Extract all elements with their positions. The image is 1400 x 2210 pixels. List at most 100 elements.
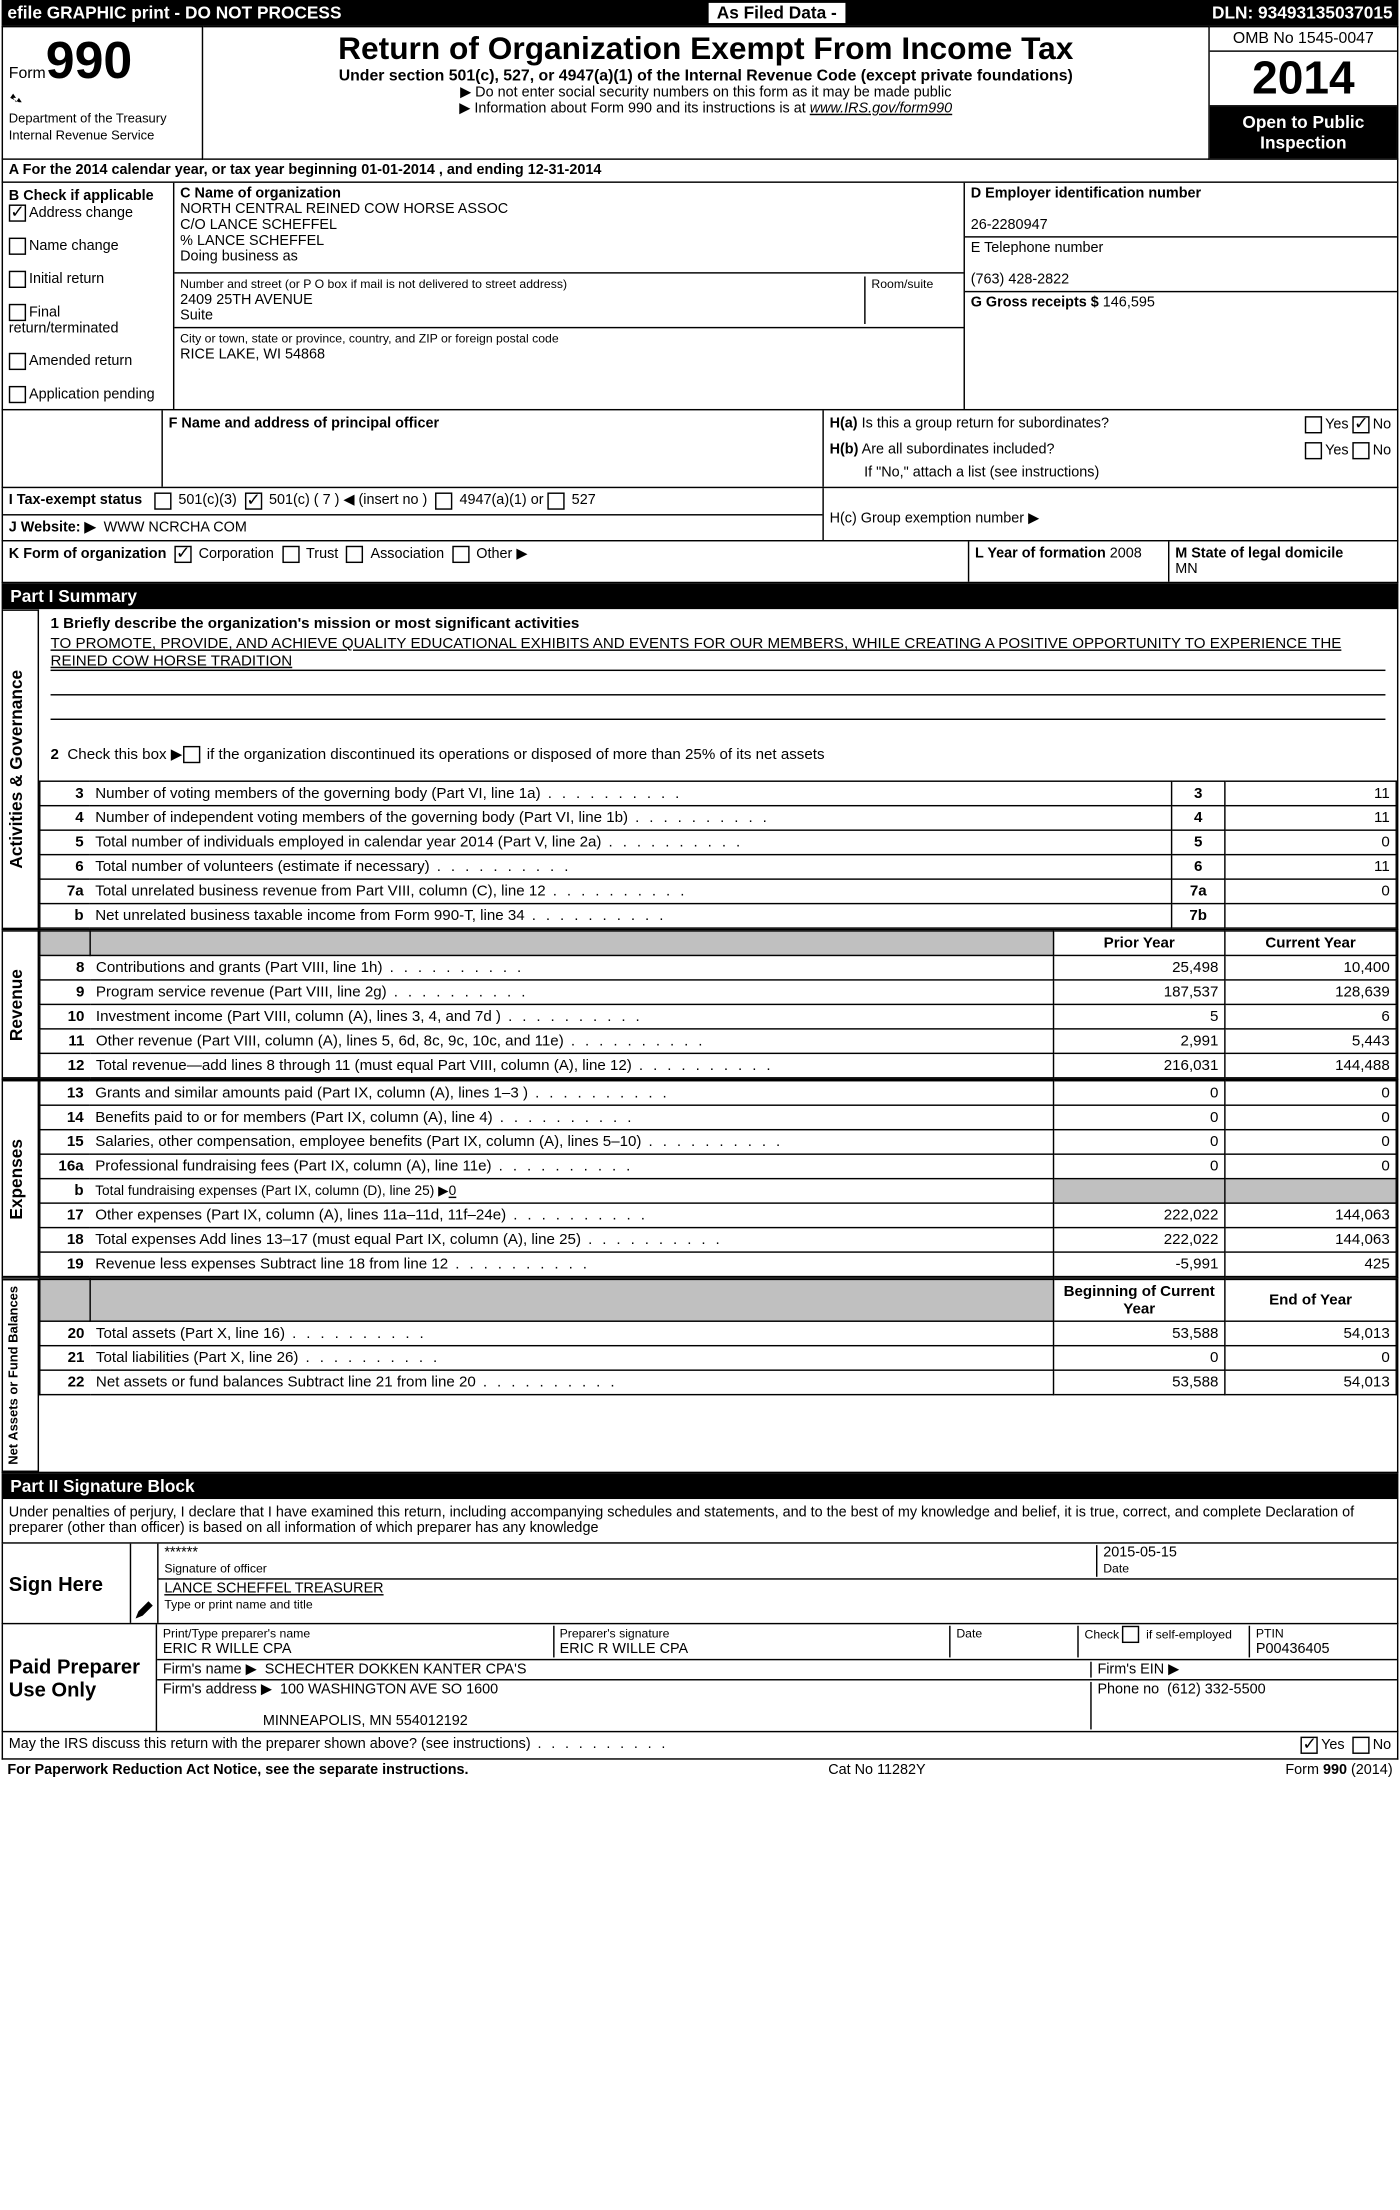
checkbox-ha-no[interactable] <box>1353 416 1370 433</box>
line-num: 11 <box>40 1029 90 1053</box>
top-strip-left: efile GRAPHIC print - DO NOT PROCESS <box>7 3 341 23</box>
begin-year-value: 0 <box>1054 1346 1225 1370</box>
checkbox-app-pending[interactable] <box>9 386 26 403</box>
preparer-sig-label: Preparer's signature <box>560 1626 670 1640</box>
revenue-table: Prior Year Current Year 8 Contributions … <box>39 931 1397 1079</box>
end-year-header: End of Year <box>1225 1280 1396 1322</box>
checkbox-ha-yes[interactable] <box>1305 416 1322 433</box>
form-id-cell: Form990 Department of the Treasury Inter… <box>2 27 202 159</box>
checkbox-527[interactable] <box>548 492 565 509</box>
label-name-change: Name change <box>29 239 119 255</box>
paid-preparer-block: Paid Preparer Use Only Print/Type prepar… <box>2 1625 1399 1733</box>
top-strip-mid: As Filed Data - <box>708 3 845 23</box>
prior-year-value: 25,498 <box>1054 956 1225 980</box>
part1-header: Part I Summary <box>2 583 1399 609</box>
line-label: Revenue less expenses Subtract line 18 f… <box>89 1252 1053 1276</box>
line-label: Number of independent voting members of … <box>89 806 1171 830</box>
org-name-3: % LANCE SCHEFFEL <box>180 233 324 249</box>
prior-year-value: 216,031 <box>1054 1054 1225 1078</box>
discuss-yes: Yes <box>1321 1738 1345 1754</box>
line-box: 7b <box>1172 904 1225 928</box>
row-m: M State of legal domicileMN <box>1169 541 1397 581</box>
address-cell: Number and street (or P O box if mail is… <box>174 274 963 329</box>
sign-here-block: Sign Here ****** Signature of officer 20… <box>2 1544 1399 1625</box>
discuss-options: Yes No <box>1301 1737 1391 1754</box>
form-990-page: efile GRAPHIC print - DO NOT PROCESS As … <box>2 0 1399 1782</box>
current-year-value: 425 <box>1225 1252 1396 1276</box>
firm-addr-label: Firm's address ▶ <box>163 1683 272 1699</box>
checkbox-4947[interactable] <box>435 492 452 509</box>
line-num: 3 <box>40 782 90 806</box>
current-year-value: 144,063 <box>1225 1228 1396 1252</box>
checkbox-hb-no[interactable] <box>1353 442 1370 459</box>
preparer-sig: ERIC R WILLE CPA <box>560 1642 689 1658</box>
line-num: 14 <box>40 1106 90 1130</box>
end-year-value: 54,013 <box>1225 1370 1396 1394</box>
line2: 2 Check this box ▶ if the organization d… <box>51 746 1386 764</box>
addr-line1: 2409 25TH AVENUE <box>180 292 313 308</box>
irs-link[interactable]: www.IRS.gov/form990 <box>810 101 952 117</box>
label-trust: Trust <box>306 547 338 563</box>
checkbox-discontinued[interactable] <box>182 746 199 763</box>
checkbox-trust[interactable] <box>282 546 299 563</box>
hb-label: H(b) Are all subordinates included? <box>830 442 1055 459</box>
form-title: Return of Organization Exempt From Incom… <box>209 30 1203 67</box>
line-num: 5 <box>40 830 90 854</box>
section-bcd: B Check if applicable Address change Nam… <box>2 183 1399 411</box>
dba-label: Doing business as <box>180 249 298 265</box>
checkbox-assoc[interactable] <box>346 546 363 563</box>
top-strip: efile GRAPHIC print - DO NOT PROCESS As … <box>2 0 1399 26</box>
begin-year-header: Beginning of Current Year <box>1054 1280 1225 1322</box>
current-year-value: 144,488 <box>1225 1054 1396 1078</box>
line-box: 7a <box>1172 879 1225 903</box>
firm-name: SCHECHTER DOKKEN KANTER CPA'S <box>265 1662 527 1678</box>
checkbox-hb-yes[interactable] <box>1305 442 1322 459</box>
hc-cell: H(c) Group exemption number ▶ <box>822 488 1397 540</box>
form-subtitle: Under section 501(c), 527, or 4947(a)(1)… <box>209 68 1203 85</box>
checkbox-amended[interactable] <box>9 353 26 370</box>
checkbox-corp[interactable] <box>174 546 191 563</box>
firm-name-label: Firm's name ▶ <box>163 1662 257 1678</box>
hb-options: Yes No <box>1305 442 1391 459</box>
row-klm: K Form of organization Corporation Trust… <box>2 541 1399 583</box>
governance-section: Activities & Governance 1 Briefly descri… <box>2 609 1399 930</box>
checkbox-discuss-yes[interactable] <box>1301 1737 1318 1754</box>
form-org-label: K Form of organization <box>9 547 167 563</box>
line-value: 11 <box>1225 806 1396 830</box>
vert-net-assets: Net Assets or Fund Balances <box>3 1279 39 1472</box>
checkbox-501c3[interactable] <box>154 492 171 509</box>
line-label: Other revenue (Part VIII, column (A), li… <box>90 1029 1053 1053</box>
line-num: 17 <box>40 1203 90 1227</box>
checkbox-other[interactable] <box>452 546 469 563</box>
current-year-value: 6 <box>1225 1005 1396 1029</box>
phone-value: (763) 428-2822 <box>971 272 1069 288</box>
room-label: Room/suite <box>871 276 933 290</box>
header-table: Form990 Department of the Treasury Inter… <box>2 26 1399 160</box>
label-amended: Amended return <box>29 354 132 370</box>
checkbox-final-return[interactable] <box>9 304 26 321</box>
gross-receipts-label: G Gross receipts $ <box>971 295 1099 311</box>
page-footer: For Paperwork Reduction Act Notice, see … <box>2 1760 1399 1782</box>
line-num: 15 <box>40 1130 90 1154</box>
row-l: L Year of formation 2008 <box>969 541 1169 581</box>
checkbox-address-change[interactable] <box>9 204 26 221</box>
tax-year-begin: 01-01-2014 <box>361 163 435 179</box>
line-label: Total fundraising expenses (Part IX, col… <box>89 1179 1053 1203</box>
checkbox-discuss-no[interactable] <box>1353 1737 1370 1754</box>
row-j: J Website: ▶ WWW NCRCHA COM <box>3 516 822 540</box>
checkbox-initial-return[interactable] <box>9 271 26 288</box>
current-year-value: 144,063 <box>1225 1203 1396 1227</box>
net-assets-table: Beginning of Current Year End of Year 20… <box>39 1279 1397 1396</box>
checkbox-self-employed[interactable] <box>1123 1626 1140 1643</box>
preparer-date-label: Date <box>956 1626 982 1640</box>
line-label: Program service revenue (Part VIII, line… <box>90 980 1053 1004</box>
website-label: J Website: ▶ <box>9 520 96 536</box>
checkbox-501c[interactable] <box>245 492 262 509</box>
line-num: 9 <box>40 980 90 1004</box>
label-no-2: No <box>1373 443 1391 459</box>
org-name-cell: C Name of organization NORTH CENTRAL REI… <box>174 183 963 274</box>
org-name-label: C Name of organization <box>180 186 341 202</box>
label-4947: 4947(a)(1) or <box>459 492 543 509</box>
checkbox-name-change[interactable] <box>9 238 26 255</box>
state-value: MN <box>1175 562 1197 578</box>
